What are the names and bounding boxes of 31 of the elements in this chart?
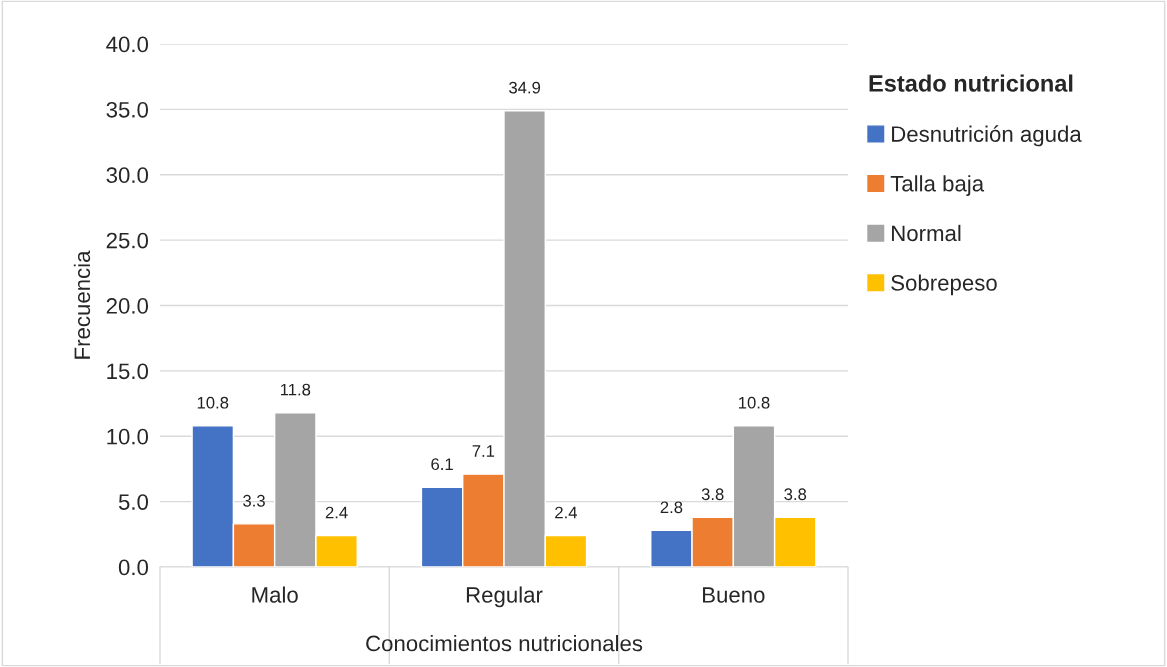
data-label: 3.3 — [243, 494, 265, 507]
data-label: 34.9 — [509, 81, 541, 94]
x-tick-label: Malo — [252, 586, 298, 603]
data-label: 10.8 — [197, 396, 229, 409]
y-tick-label: 5.0 — [118, 494, 149, 510]
x-axis-title: Conocimientos nutricionales — [366, 634, 643, 652]
data-label: 10.8 — [739, 396, 770, 409]
legend-label: Sobrepeso — [891, 274, 997, 296]
x-tick-label: Bueno — [703, 587, 765, 603]
y-tick-label: 35.0 — [106, 101, 149, 118]
y-tick-label: 15.0 — [107, 363, 149, 380]
data-label: 2.4 — [555, 506, 578, 519]
data-label: 2.4 — [325, 506, 348, 519]
legend-label: Talla baja — [890, 175, 985, 196]
y-axis-title: Frecuencia — [73, 250, 91, 359]
data-label: 3.8 — [701, 488, 724, 501]
data-label: 6.1 — [431, 458, 453, 471]
y-tick-label: 10.0 — [107, 428, 149, 445]
legend-label: Normal — [892, 224, 961, 242]
y-tick-label: 30.0 — [106, 167, 149, 184]
y-tick-label: 20.0 — [106, 298, 149, 314]
data-label: 3.8 — [784, 488, 807, 501]
legend-label: Desnutrición aguda — [892, 125, 1082, 147]
data-label: 7.1 — [472, 445, 495, 457]
y-tick-label: 0.0 — [118, 559, 149, 576]
y-tick-label: 25.0 — [106, 232, 149, 249]
y-tick-label: 40.0 — [106, 36, 149, 53]
legend-title: Estado nutricional — [869, 74, 1073, 92]
x-tick-label: Regular — [466, 586, 543, 608]
data-label: 2.8 — [660, 501, 683, 514]
data-label: 11.8 — [280, 383, 311, 396]
